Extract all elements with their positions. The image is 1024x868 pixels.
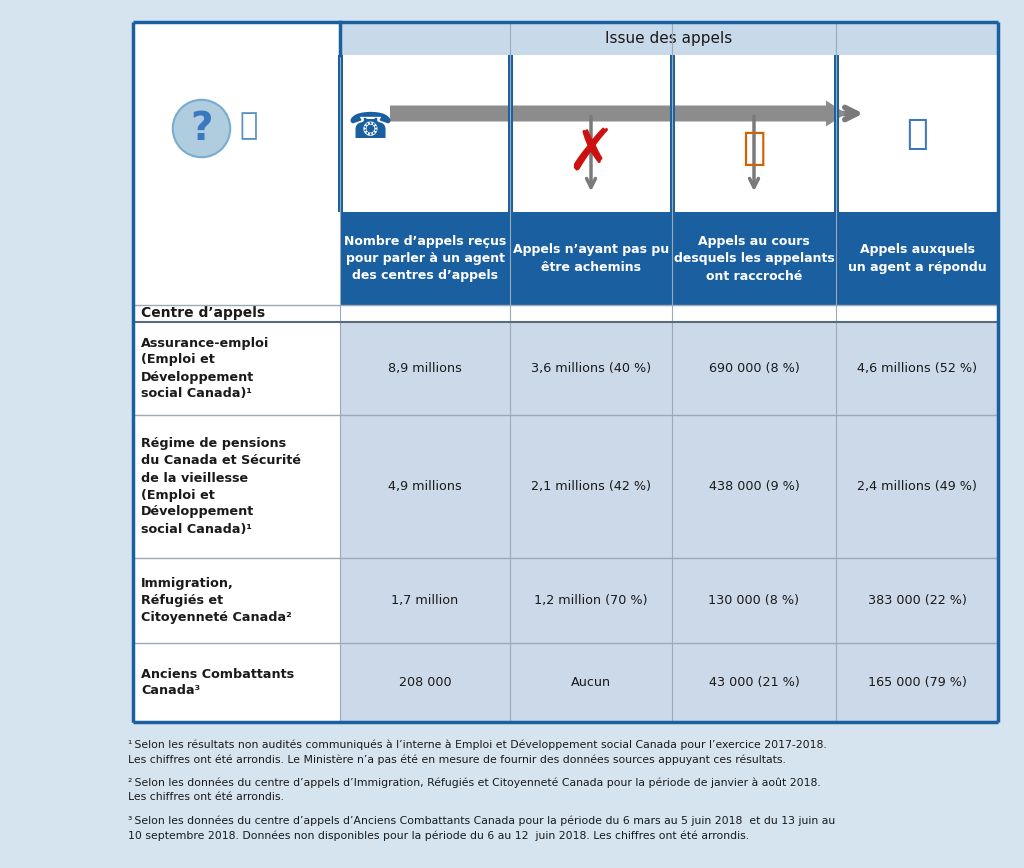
Bar	[510, 322, 672, 415]
Bar	[508, 55, 513, 212]
Bar	[672, 415, 836, 558]
FancyArrow shape	[390, 101, 846, 127]
Text: 1,7 million: 1,7 million	[391, 594, 459, 607]
Bar	[510, 415, 672, 558]
Bar	[510, 558, 672, 643]
Bar	[510, 212, 672, 305]
Text: Appels n’ayant pas pu
être achemins: Appels n’ayant pas pu être achemins	[513, 243, 669, 273]
Bar	[836, 643, 998, 722]
Text: Immigration,
Réfugiés et
Citoyenneté Canada²: Immigration, Réfugiés et Citoyenneté Can…	[141, 577, 292, 624]
Text: 2,4 millions (49 %): 2,4 millions (49 %)	[857, 480, 977, 493]
Text: 4,9 millions: 4,9 millions	[388, 480, 462, 493]
Text: Appels auxquels
un agent a répondu: Appels auxquels un agent a répondu	[848, 243, 986, 273]
Bar	[836, 322, 998, 415]
Text: 💻: 💻	[906, 116, 928, 150]
Bar	[834, 55, 839, 212]
Bar	[340, 643, 510, 722]
Text: 438 000 (9 %): 438 000 (9 %)	[709, 480, 800, 493]
Bar	[672, 212, 836, 305]
Text: 👤: 👤	[240, 111, 258, 140]
Bar	[672, 322, 836, 415]
Bar	[340, 558, 510, 643]
Text: Issue des appels: Issue des appels	[605, 31, 732, 46]
Text: 📴: 📴	[742, 129, 766, 168]
Bar	[836, 212, 998, 305]
Bar	[340, 415, 510, 558]
Bar	[340, 322, 510, 415]
Text: ✗: ✗	[566, 125, 615, 182]
Text: Régime de pensions
du Canada et Sécurité
de la vieillesse
(Emploi et
Développeme: Régime de pensions du Canada et Sécurité…	[141, 437, 301, 536]
Text: 690 000 (8 %): 690 000 (8 %)	[709, 362, 800, 375]
Text: ² Selon les données du centre d’appels d’Immigration, Réfugiés et Citoyenneté Ca: ² Selon les données du centre d’appels d…	[128, 778, 821, 802]
Bar	[510, 643, 672, 722]
Bar	[672, 558, 836, 643]
Text: Aucun: Aucun	[571, 676, 611, 689]
Bar	[836, 558, 998, 643]
Bar	[836, 415, 998, 558]
Bar	[340, 22, 998, 55]
Text: ³ Selon les données du centre d’appels d’Anciens Combattants Canada pour la péri: ³ Selon les données du centre d’appels d…	[128, 816, 836, 841]
Text: 8,9 millions: 8,9 millions	[388, 362, 462, 375]
Bar	[672, 643, 836, 722]
Text: ☎: ☎	[347, 111, 392, 146]
Text: 43 000 (21 %): 43 000 (21 %)	[709, 676, 800, 689]
Text: 2,1 millions (42 %): 2,1 millions (42 %)	[531, 480, 651, 493]
Text: Appels au cours
desquels les appelants
ont raccroché: Appels au cours desquels les appelants o…	[674, 234, 835, 282]
Text: 130 000 (8 %): 130 000 (8 %)	[709, 594, 800, 607]
Text: Nombre d’appels reçus
pour parler à un agent
des centres d’appels: Nombre d’appels reçus pour parler à un a…	[344, 234, 506, 282]
Text: ?: ?	[190, 109, 213, 148]
Text: ¹ Selon les résultats non audités communiqués à l’interne à Emploi et Développem: ¹ Selon les résultats non audités commun…	[128, 740, 826, 765]
Text: 383 000 (22 %): 383 000 (22 %)	[867, 594, 967, 607]
Bar	[670, 55, 675, 212]
Text: 208 000: 208 000	[398, 676, 452, 689]
Text: 4,6 millions (52 %): 4,6 millions (52 %)	[857, 362, 977, 375]
Text: 165 000 (79 %): 165 000 (79 %)	[867, 676, 967, 689]
Text: Assurance-emploi
(Emploi et
Développement
social Canada)¹: Assurance-emploi (Emploi et Développemen…	[141, 337, 269, 400]
Text: Centre d’appels: Centre d’appels	[141, 306, 265, 320]
Bar	[338, 55, 343, 212]
Text: 3,6 millions (40 %): 3,6 millions (40 %)	[530, 362, 651, 375]
Text: 1,2 million (70 %): 1,2 million (70 %)	[535, 594, 648, 607]
Bar	[340, 212, 510, 305]
Text: Anciens Combattants
Canada³: Anciens Combattants Canada³	[141, 667, 294, 698]
Bar	[133, 22, 998, 722]
